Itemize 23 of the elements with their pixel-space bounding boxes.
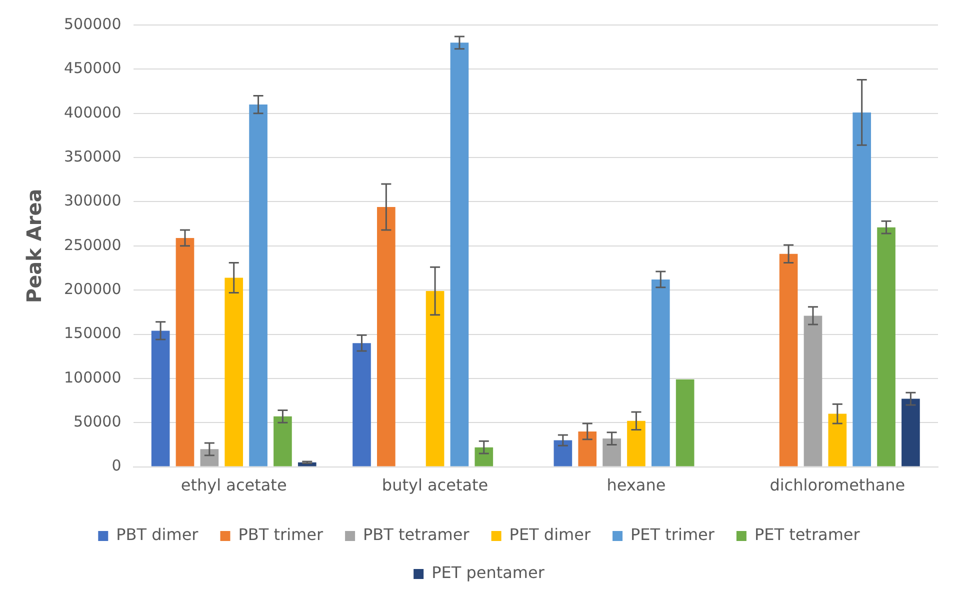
- y-tick-label: 350000: [64, 147, 122, 166]
- legend-label: PET pentamer: [432, 563, 545, 582]
- y-tick-label: 50000: [74, 412, 122, 431]
- legend-label: PBT dimer: [116, 525, 199, 544]
- legend-label: PBT trimer: [238, 525, 324, 544]
- y-tick-label: 0: [112, 456, 122, 475]
- y-tick-label: 500000: [64, 14, 122, 33]
- legend-label: PBT tetramer: [363, 525, 470, 544]
- x-tick-label: dichloromethane: [770, 476, 906, 495]
- x-tick-label: ethyl acetate: [180, 476, 287, 495]
- y-tick-label: 100000: [64, 368, 122, 386]
- y-axis-title: Peak Area: [22, 188, 46, 304]
- x-tick-label: butyl acetate: [382, 476, 488, 495]
- y-tick-label: 450000: [64, 59, 122, 78]
- legend-label: PET tetramer: [754, 525, 860, 544]
- legend-label: PET dimer: [509, 525, 591, 544]
- y-tick-label: 300000: [64, 192, 122, 210]
- y-tick-label: 200000: [64, 280, 122, 298]
- y-tick-label: 150000: [64, 324, 122, 342]
- y-tick-label: 400000: [64, 103, 122, 122]
- x-tick-label: hexane: [606, 476, 666, 495]
- y-tick-label: 250000: [64, 236, 122, 254]
- legend-label: PET trimer: [630, 525, 715, 544]
